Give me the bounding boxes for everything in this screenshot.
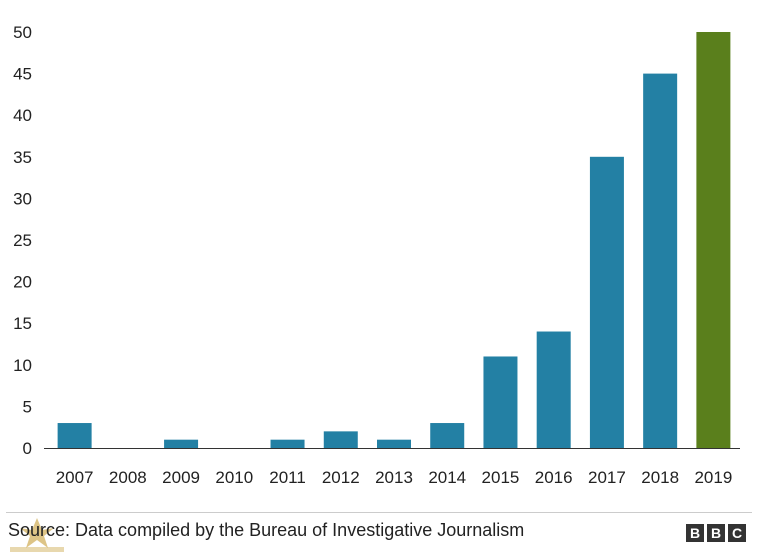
bars	[57, 32, 731, 449]
y-tick-label: 40	[13, 106, 32, 125]
x-tick-label: 2009	[162, 468, 200, 487]
bar-2016	[536, 331, 571, 448]
x-tick-label: 2011	[269, 468, 306, 487]
bar-2018	[643, 73, 678, 448]
x-tick-label: 2017	[588, 468, 626, 487]
x-tick-label: 2012	[322, 468, 360, 487]
x-tick-label: 2015	[482, 468, 520, 487]
y-tick-label: 10	[13, 356, 32, 375]
x-tick-label: 2016	[535, 468, 573, 487]
y-tick-label: 30	[13, 189, 32, 208]
bar-2007	[57, 423, 92, 448]
y-tick-label: 0	[23, 439, 32, 458]
x-tick-label: 2018	[641, 468, 679, 487]
x-tick-label: 2007	[56, 468, 94, 487]
y-tick-label: 25	[13, 231, 32, 250]
y-tick-label: 35	[13, 148, 32, 167]
x-tick-label: 2010	[215, 468, 253, 487]
bbc-logo-letter: B	[707, 524, 725, 542]
bar-2011	[270, 439, 305, 448]
x-axis: 2007 2008 2009 2010 2011 2012 2013 2014 2015 2016…	[56, 468, 733, 487]
bar-2014	[430, 423, 465, 448]
x-tick-label: 2013	[375, 468, 413, 487]
y-tick-label: 5	[23, 397, 32, 416]
bar-2013	[377, 439, 411, 448]
source-note: Source: Data compiled by the Bureau of I…	[8, 520, 525, 540]
y-tick-label: 20	[13, 273, 32, 292]
footer-divider	[6, 512, 752, 513]
y-tick-label: 45	[13, 65, 32, 84]
y-tick-label: 50	[13, 23, 32, 42]
chart-footer: Source: Data compiled by the Bureau of I…	[0, 506, 766, 555]
bbc-logo-letter: C	[728, 524, 746, 542]
bar-2019	[696, 32, 731, 448]
bbc-logo: B B C	[686, 524, 746, 542]
y-tick-label: 15	[13, 314, 32, 333]
bbc-logo-letter: B	[686, 524, 704, 542]
y-axis: 0 5 10 15 20 25 30 35 40 45 50	[13, 23, 32, 458]
bar-2015	[483, 356, 518, 448]
x-tick-label: 2008	[109, 468, 147, 487]
bar-2009	[164, 439, 199, 448]
bar-chart: 0 5 10 15 20 25 30 35 40 45 50 2007 2008 2009 2010 201…	[13, 23, 740, 487]
bar-2012	[323, 431, 358, 448]
x-tick-label: 2014	[428, 468, 466, 487]
forum-logo-watermark-icon	[10, 518, 64, 552]
x-tick-label: 2019	[694, 468, 732, 487]
bar-2017	[589, 156, 624, 449]
